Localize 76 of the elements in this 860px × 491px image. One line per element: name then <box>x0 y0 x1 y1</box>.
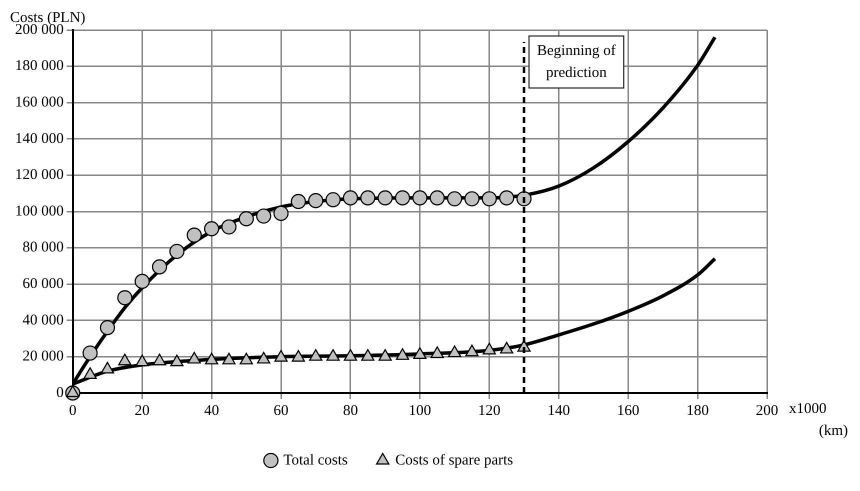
point <box>274 350 288 362</box>
y-tick-label: 40 000 <box>22 312 64 328</box>
point <box>378 190 393 206</box>
point <box>430 346 444 358</box>
y-tick-label: 140 000 <box>15 130 64 147</box>
y-tick-label: 20 000 <box>22 348 64 365</box>
point <box>499 190 514 206</box>
point <box>465 344 479 356</box>
x-tick-label: 0 <box>69 402 76 419</box>
x-tick-label: 100 <box>408 402 432 419</box>
point <box>448 345 462 358</box>
point <box>482 342 496 354</box>
legend-label: Total costs <box>283 452 348 468</box>
x-tick-label: 140 <box>547 402 570 419</box>
point <box>221 219 237 235</box>
point <box>482 191 497 206</box>
point <box>82 345 98 361</box>
x-tick-label: 160 <box>616 402 640 419</box>
point <box>430 190 445 206</box>
point <box>66 385 80 398</box>
point <box>118 354 132 366</box>
point <box>256 208 272 224</box>
point <box>83 367 97 379</box>
point <box>378 349 392 361</box>
point <box>342 190 358 206</box>
y-tick-label: 0 <box>56 384 64 401</box>
point <box>344 349 358 361</box>
point <box>100 320 116 336</box>
point <box>309 349 322 361</box>
x-tick-label: 40 <box>204 402 220 419</box>
point <box>204 221 220 236</box>
point <box>152 354 166 366</box>
y-tick-label: 180 000 <box>15 58 64 74</box>
point <box>134 274 150 289</box>
point <box>204 352 218 364</box>
point <box>170 354 184 366</box>
point <box>326 349 340 361</box>
point <box>257 352 270 364</box>
point <box>136 354 149 366</box>
y-tick-label: 60 000 <box>22 276 64 292</box>
x-tick-label: 180 <box>686 402 709 419</box>
y-tick-label: 80 000 <box>22 240 64 256</box>
point <box>186 227 202 243</box>
point <box>412 190 428 206</box>
point <box>240 352 253 364</box>
point <box>169 244 184 260</box>
x-tick-label: 200 <box>756 402 778 419</box>
point <box>500 342 514 354</box>
point <box>292 350 306 362</box>
point <box>361 349 374 361</box>
point <box>308 193 324 208</box>
point <box>446 191 462 206</box>
x-tick-label: 20 <box>134 402 150 419</box>
x-tick-label: 80 <box>342 402 358 419</box>
y-tick-label: 120 000 <box>15 167 64 184</box>
y-tick-label: 100 000 <box>15 203 64 220</box>
point <box>152 259 168 274</box>
point <box>117 290 132 306</box>
y-tick-label: 160 000 <box>15 94 64 111</box>
point <box>290 194 306 210</box>
point <box>222 352 236 364</box>
point <box>188 352 201 364</box>
point <box>325 192 341 208</box>
point <box>238 211 254 226</box>
point <box>464 191 480 206</box>
point <box>100 362 114 374</box>
point <box>360 190 376 206</box>
x-axis-title: x1000 (km) <box>789 400 848 439</box>
ref-line-label: Beginning of prediction <box>537 42 616 81</box>
x-tick-label: 60 <box>274 402 289 419</box>
point <box>273 206 289 221</box>
legend-label: Costs of spare parts <box>395 452 514 468</box>
x-tick-label: 120 <box>478 402 501 419</box>
point <box>413 347 427 359</box>
point <box>394 190 410 206</box>
point <box>396 348 410 360</box>
